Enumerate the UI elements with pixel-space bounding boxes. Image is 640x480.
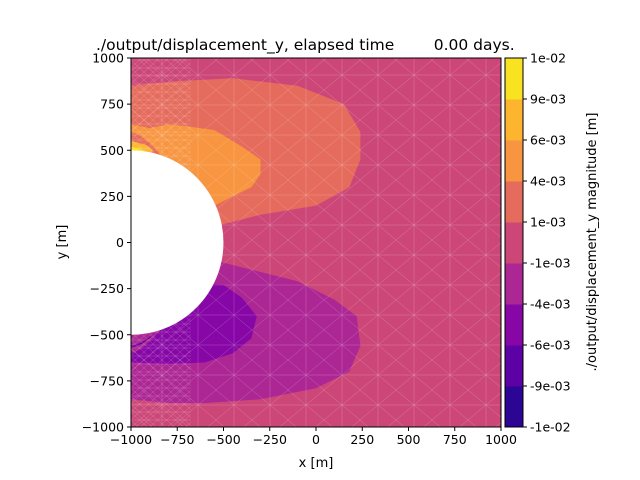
x-tick-label: 0: [312, 432, 320, 447]
x-axis-label: x [m]: [299, 456, 334, 471]
colorbar-segment: [505, 181, 523, 223]
y-tick-label: 1000: [92, 51, 124, 66]
y-tick-label: 500: [100, 143, 124, 158]
y-tick-label: 250: [100, 189, 124, 204]
x-tick-label: 750: [443, 432, 467, 447]
colorbar-tick-label: -4e-03: [530, 297, 571, 312]
y-tick-label: 750: [100, 97, 124, 112]
colorbar-tick-label: 1e-03: [530, 215, 566, 230]
x-tick-label: 1000: [485, 432, 517, 447]
colorbar-tick-label: -1e-02: [530, 420, 571, 435]
colorbar-tick-label: -9e-03: [530, 379, 571, 394]
x-tick-label: 250: [350, 432, 374, 447]
colorbar-frame: [504, 57, 524, 428]
colorbar-segment: [505, 386, 523, 428]
colorbar-segment: [505, 345, 523, 387]
colorbar-segment: [505, 222, 523, 264]
wellbore-hole: [131, 150, 224, 335]
y-tick-label: −750: [90, 373, 124, 388]
colorbar-segment: [505, 263, 523, 305]
x-tick-label: −750: [160, 432, 194, 447]
x-tick-label: 500: [397, 432, 421, 447]
x-axis: −1000 −750 −500 −250 0 250 500 750 1000: [110, 427, 517, 447]
y-axis-label: y [m]: [55, 225, 70, 260]
colorbar-label: ./output/displacement_y magnitude [m]: [585, 113, 600, 372]
plot-area: [131, 58, 501, 427]
y-axis: −1000 −750 −500 −250 0 250 500 750 1000: [82, 51, 131, 435]
colorbar-segment: [505, 304, 523, 346]
chart-title: ./output/displacement_y, elapsed time 0.…: [96, 36, 515, 55]
colorbar-tick-label: -6e-03: [530, 338, 571, 353]
y-tick-label: −1000: [82, 420, 124, 435]
colorbar-tick-label: 4e-03: [530, 174, 566, 189]
colorbar-tick-label: 9e-03: [530, 92, 566, 107]
colorbar-segment: [505, 58, 523, 100]
colorbar-segment: [505, 99, 523, 141]
colorbar-segment: [505, 140, 523, 182]
colorbar-tick-label: -1e-03: [530, 256, 571, 271]
y-tick-label: 0: [116, 235, 124, 250]
y-tick-label: −250: [90, 281, 124, 296]
colorbar-tick-label: 6e-03: [530, 133, 566, 148]
x-tick-label: −500: [206, 432, 240, 447]
colorbar-tick-label: 1e-02: [530, 51, 566, 66]
colorbar: -1e-02 -9e-03 -6e-03 -4e-03 -1e-03 1e-03 4e-03…: [504, 51, 571, 435]
x-tick-label: −1000: [110, 432, 152, 447]
y-tick-label: −500: [90, 327, 124, 342]
x-tick-label: −250: [253, 432, 287, 447]
